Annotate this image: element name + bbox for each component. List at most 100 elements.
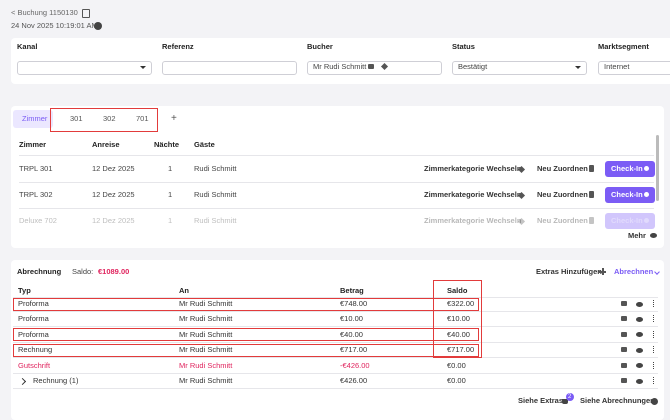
reassign[interactable]: Neu Zuordnen: [537, 164, 588, 173]
more-icon[interactable]: [653, 346, 656, 354]
eye-icon[interactable]: [650, 233, 657, 238]
eye-icon[interactable]: [636, 301, 643, 307]
check-in-label[interactable]: Check-In: [611, 190, 643, 199]
check-in-label[interactable]: Check-In: [611, 164, 643, 173]
billing-title: Abrechnung: [17, 267, 62, 276]
reassign-icon[interactable]: [589, 191, 594, 198]
field-input[interactable]: [598, 61, 670, 75]
print-icon[interactable]: [621, 378, 627, 383]
more-icon[interactable]: [653, 315, 656, 323]
room-tab[interactable]: 302: [103, 114, 116, 123]
settlement-icon[interactable]: [651, 398, 658, 405]
billing-cell: €426.00: [340, 376, 368, 385]
print-icon[interactable]: [621, 347, 627, 353]
saldo-label: Saldo:: [72, 267, 94, 276]
billing-cell: €322.00: [447, 299, 475, 308]
check-in-button[interactable]: [605, 161, 655, 177]
field-value: Bestätigt: [458, 62, 488, 71]
more-link[interactable]: Mehr: [628, 231, 646, 240]
field-input[interactable]: [162, 61, 297, 75]
change-category[interactable]: Zimmerkategorie Wechseln: [424, 164, 522, 173]
billing-cell: Proforma: [18, 329, 49, 339]
change-category[interactable]: Zimmerkategorie Wechseln: [424, 216, 522, 225]
divider: [13, 311, 658, 312]
add-icon[interactable]: [94, 22, 102, 30]
room-cell: 1: [168, 164, 173, 173]
add-extras[interactable]: Extras Hinzufügen: [536, 267, 602, 276]
eye-icon[interactable]: [636, 347, 643, 353]
room-tab[interactable]: +: [171, 113, 177, 124]
print-icon[interactable]: [621, 331, 627, 337]
divider: [13, 372, 658, 374]
check-in-button[interactable]: [605, 187, 655, 203]
see-extras[interactable]: Siehe Extras: [518, 396, 564, 405]
column-header: Nächte: [154, 140, 180, 149]
field-value: Mr Rudi Schmitt: [313, 62, 367, 71]
room-cell: 1: [168, 190, 173, 199]
field-label: Marktsegment: [598, 42, 649, 51]
billing-cell: €748.00: [340, 299, 368, 308]
billing-cell: Rechnung: [18, 345, 53, 355]
billing-cell: -€426.00: [340, 360, 370, 370]
highlight-box: [13, 328, 479, 341]
cart-icon[interactable]: [562, 399, 568, 404]
column-header: Anreise: [92, 140, 120, 149]
field-input[interactable]: [17, 61, 152, 75]
billing-cell: Mr Rudi Schmitt: [179, 360, 233, 370]
key-icon: [644, 192, 649, 197]
eye-icon[interactable]: [636, 316, 643, 322]
room-cell: Rudi Schmitt: [194, 190, 237, 199]
billing-cell: Mr Rudi Schmitt: [179, 299, 233, 308]
room-cell: Rudi Schmitt: [194, 164, 237, 173]
more-icon[interactable]: [653, 361, 656, 369]
room-tab[interactable]: Zimmer: [22, 114, 48, 123]
room-tab[interactable]: 301: [70, 114, 83, 123]
more-icon[interactable]: [653, 377, 656, 384]
badge: [566, 393, 574, 401]
highlight-box: [13, 344, 479, 357]
billing-cell: €10.00: [447, 314, 470, 324]
eye-icon[interactable]: [636, 378, 643, 384]
copy-icon[interactable]: [82, 9, 90, 18]
print-icon[interactable]: [621, 316, 627, 322]
divider: [19, 208, 654, 209]
field-label: Status: [452, 42, 475, 51]
print-icon[interactable]: [621, 362, 627, 368]
column-header: Zimmer: [19, 140, 47, 149]
print-icon[interactable]: [621, 301, 627, 306]
highlight-box: [13, 298, 479, 311]
more-icon[interactable]: [653, 300, 656, 307]
billing-cell: Rechnung (1): [33, 376, 79, 385]
dropdown-arrow: [140, 66, 146, 69]
divider: [13, 297, 658, 298]
plus-icon[interactable]: [602, 268, 604, 275]
key-icon: [644, 218, 649, 223]
back-link[interactable]: < Buchung 1150130: [11, 8, 78, 17]
card-icon[interactable]: [368, 64, 374, 69]
field-input[interactable]: [307, 61, 442, 75]
check-in-button[interactable]: [605, 213, 655, 229]
reassign[interactable]: Neu Zuordnen: [537, 190, 588, 199]
eye-icon[interactable]: [636, 332, 643, 338]
room-tab[interactable]: 701: [136, 114, 149, 123]
billing-cell: Mr Rudi Schmitt: [179, 376, 233, 385]
see-settlements[interactable]: Siehe Abrechnungen: [580, 396, 655, 405]
billing-cell: €40.00: [447, 329, 470, 339]
field-input[interactable]: [452, 61, 587, 75]
more-icon[interactable]: [653, 330, 656, 338]
billing-cell: Gutschrift: [18, 360, 51, 370]
billing-cell: Mr Rudi Schmitt: [179, 329, 233, 339]
scrollbar: [656, 135, 659, 201]
change-category[interactable]: Zimmerkategorie Wechseln: [424, 190, 522, 199]
billing-cell: €0.00: [447, 376, 466, 385]
key-icon: [644, 166, 649, 171]
field-label: Referenz: [162, 42, 194, 51]
eye-icon[interactable]: [636, 363, 643, 369]
reassign[interactable]: Neu Zuordnen: [537, 216, 588, 225]
reassign-icon[interactable]: [589, 165, 594, 172]
check-in-label[interactable]: Check-In: [611, 216, 643, 225]
tab-active-bg: [13, 110, 53, 128]
settle-menu[interactable]: Abrechnen: [614, 267, 654, 276]
reassign-icon[interactable]: [589, 217, 594, 224]
